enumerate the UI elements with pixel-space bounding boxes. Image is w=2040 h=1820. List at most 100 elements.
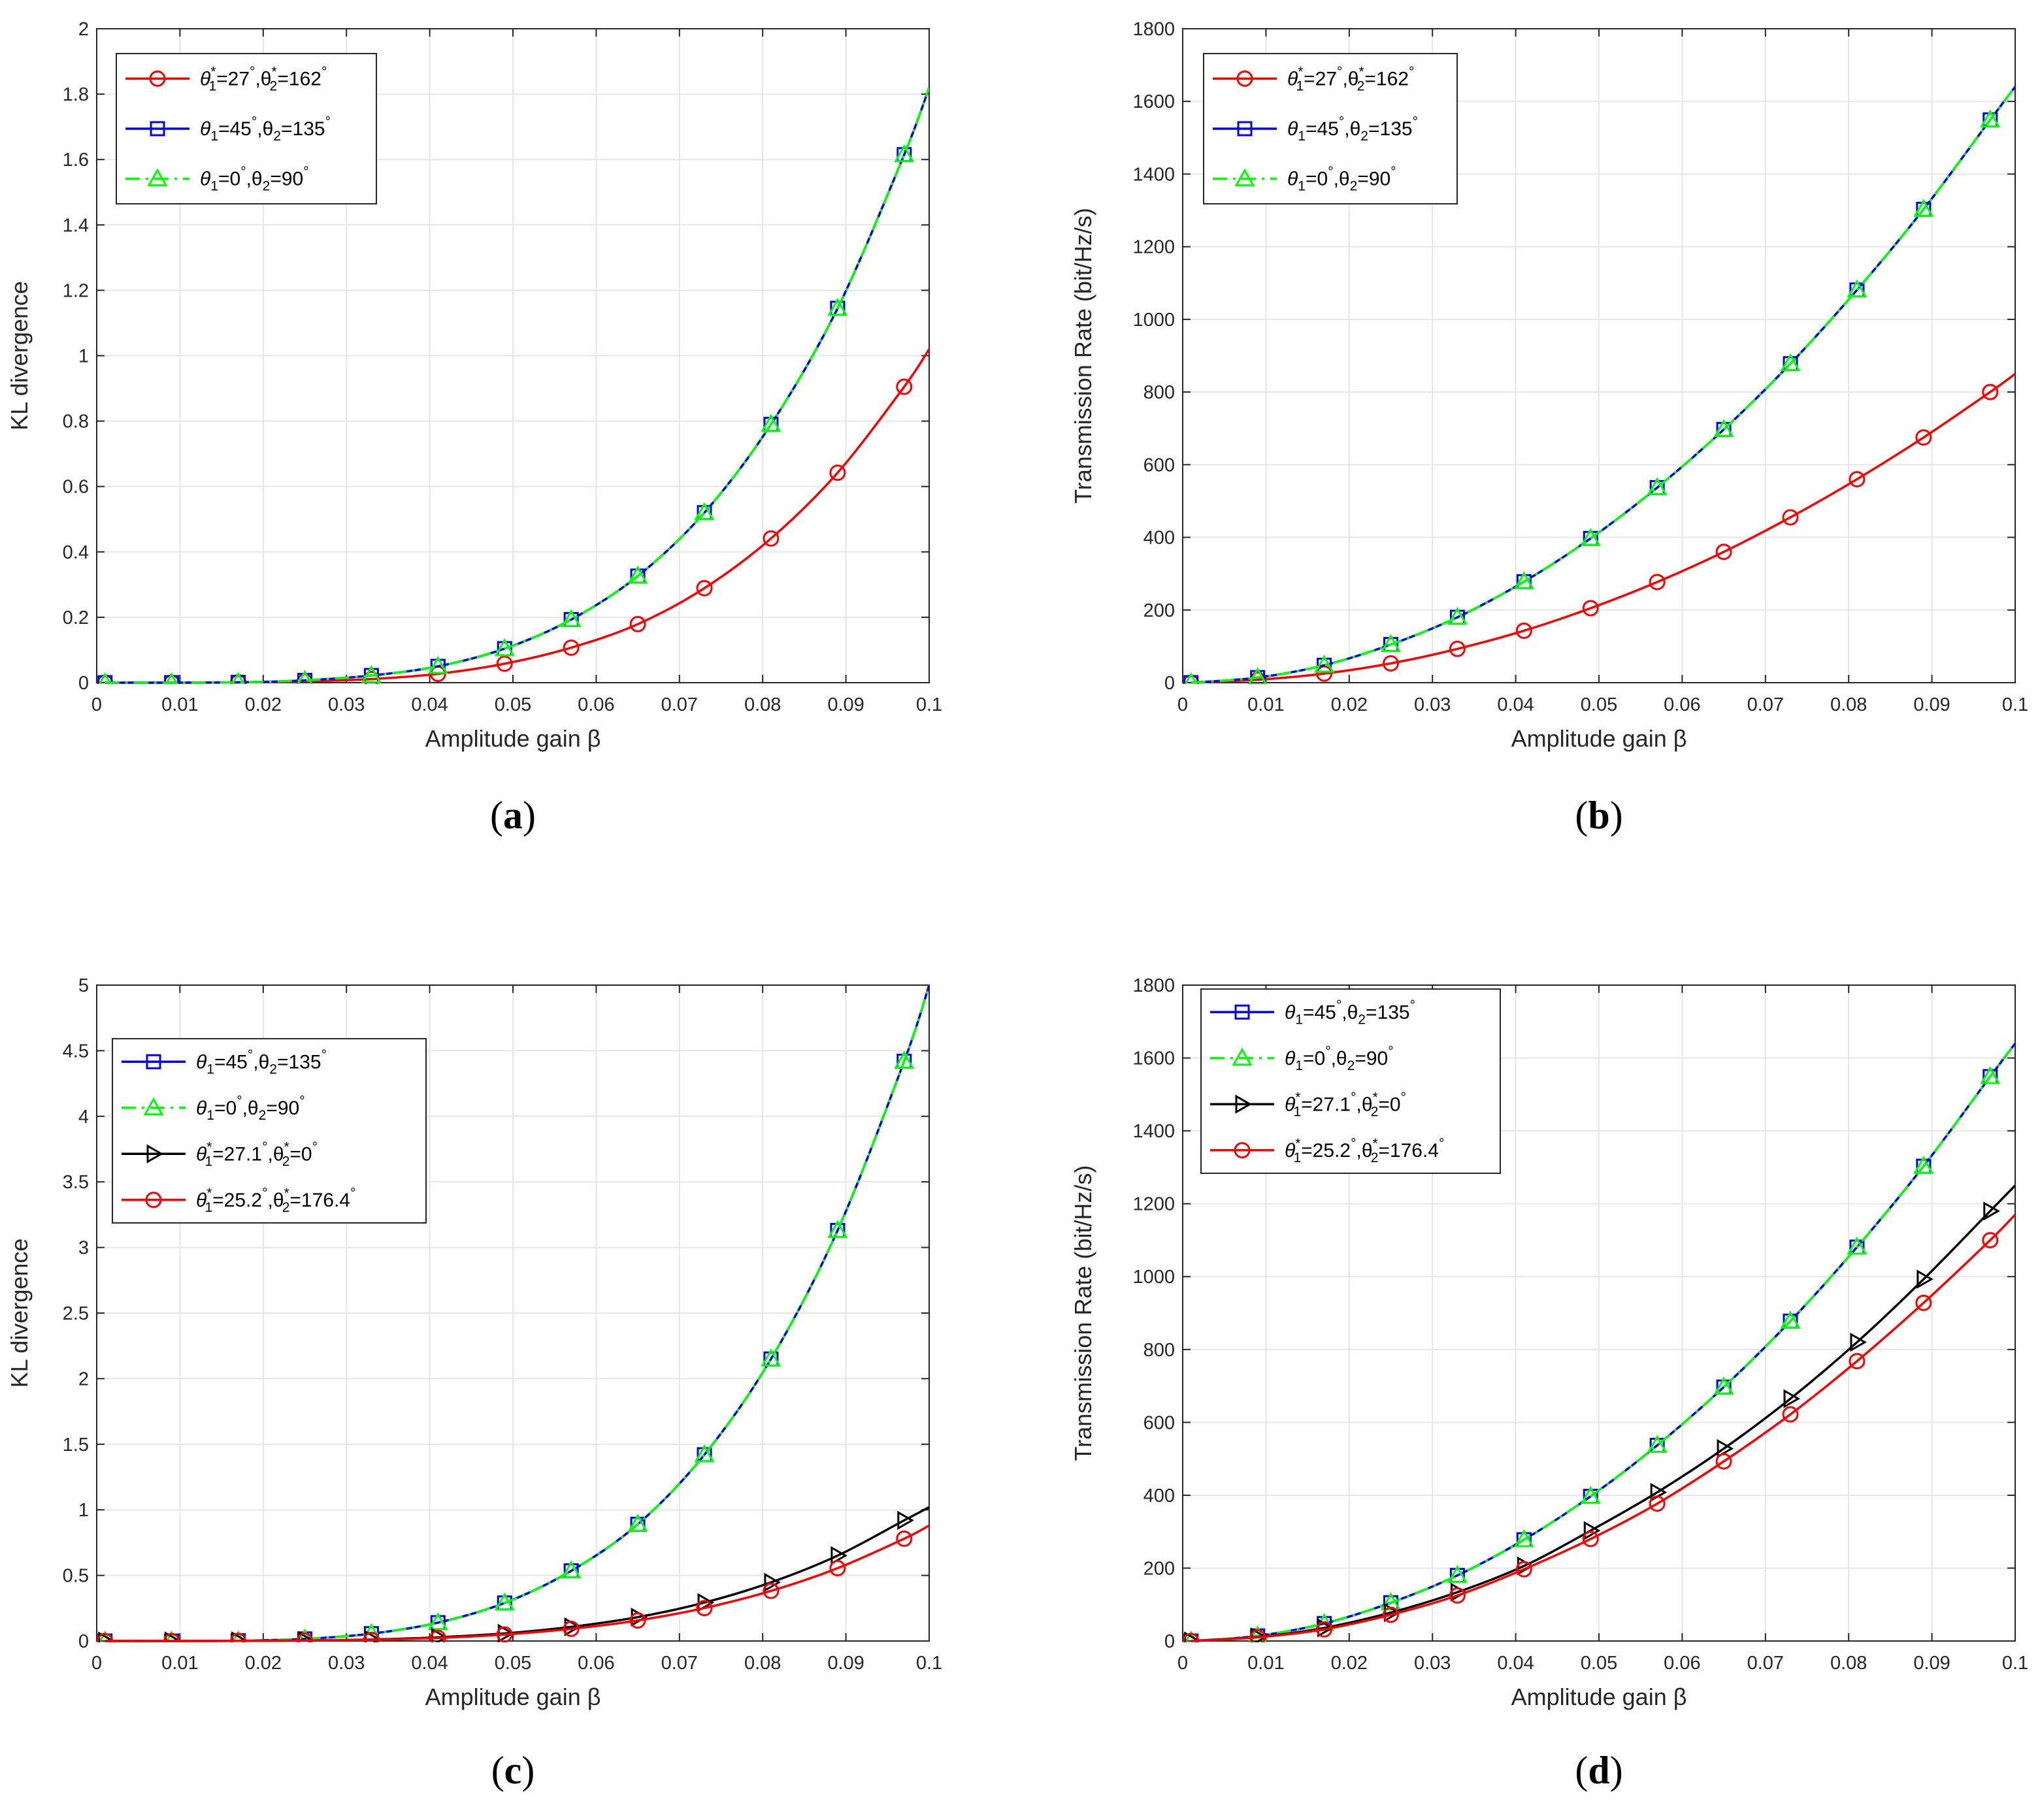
legend-label-part: 2 (269, 1062, 277, 1077)
degree-symbol: ° (1390, 165, 1396, 180)
legend-label: θ* 1=25.2°,θ* 2=176.4° (1285, 1136, 1444, 1165)
y-tick-label: 1000 (1132, 310, 1175, 331)
data-point (764, 1572, 781, 1592)
y-tick-label: 1.5 (63, 1435, 89, 1455)
x-tick-label: 0.09 (1913, 1653, 1950, 1674)
series-2 (1184, 86, 2015, 684)
y-tick-label: 5 (78, 975, 89, 996)
panel-label: (a) (490, 794, 536, 837)
degree-symbol: ° (1410, 998, 1415, 1013)
data-point (1915, 429, 1932, 446)
x-tick-label: 0.03 (1414, 694, 1451, 715)
legend-label-part: ,θ (1334, 169, 1350, 190)
data-point (1248, 667, 1268, 684)
legend-label-part: ,θ (246, 169, 263, 190)
data-point (629, 1612, 646, 1629)
legend-label-part: ,θ (255, 68, 271, 89)
legend-entry: θ1=0°,θ2=90° (122, 1094, 305, 1123)
x-tick-label: 0.02 (1331, 1653, 1368, 1674)
legend-label-part: θ (1285, 1048, 1296, 1069)
degree-symbol: ° (299, 1094, 304, 1109)
legend-marker (150, 121, 165, 137)
legend-label-part: ,θ (1344, 118, 1360, 140)
legend-label-part: =135 (1366, 1001, 1410, 1023)
y-axis-label: Transmission Rate (bit/Hz/s) (1070, 208, 1096, 504)
legend-label: θ* 1=27.1°,θ* 2=0° (196, 1139, 318, 1169)
legend-label: θ1=45°,θ2=135° (200, 114, 331, 144)
data-point (1380, 1592, 1402, 1610)
legend-label-part: * (284, 1186, 289, 1201)
x-tick-label: 0 (1177, 1653, 1188, 1674)
legend-label-part: 1 (1295, 1012, 1303, 1027)
legend-label: θ1=45°,θ2=135° (1285, 998, 1415, 1027)
data-point (1713, 419, 1734, 437)
x-tick-label: 0.03 (1414, 1653, 1451, 1674)
series-line (105, 1524, 929, 1642)
data-point (1513, 571, 1534, 589)
data-point (1583, 1521, 1601, 1540)
data-point (1649, 1495, 1666, 1512)
data-point (1850, 1333, 1867, 1352)
degree-symbol: ° (1388, 1044, 1393, 1059)
legend-label-part: θ (196, 1143, 207, 1165)
legend-label-part: =27 (1304, 68, 1337, 89)
data-point (829, 1560, 846, 1577)
data-point (761, 414, 781, 432)
chart-panel-d: 0 0.01 0.02 0.03 0.04 0.05 0.06 0.07 0.08 0.09 0.1… (1070, 975, 2028, 1792)
y-tick-label: 1.8 (63, 84, 89, 105)
series-line (1191, 372, 2015, 684)
legend-label-part: * (1295, 1090, 1300, 1105)
series-line (1191, 86, 2015, 684)
legend-label-part: 2 (1357, 78, 1365, 93)
legend-entry: θ* 1=27.1°,θ* 2=0° (1210, 1090, 1406, 1119)
legend-label-part: * (1373, 1090, 1378, 1105)
legend-label-part: * (1358, 64, 1364, 79)
x-axis-label: Amplitude gain β (425, 1683, 601, 1710)
legend-label-part: 2 (1350, 179, 1358, 194)
x-tick-label: 0.08 (1830, 1653, 1867, 1674)
legend-label-part: ,θ (1341, 1001, 1358, 1023)
data-point (1183, 1633, 1200, 1642)
data-point (694, 1444, 715, 1463)
data-point (1980, 109, 2001, 128)
series-line (1191, 1184, 2015, 1642)
legend-label-part: 2 (259, 1108, 267, 1123)
data-point (827, 1220, 848, 1238)
legend-label-part: * (1298, 64, 1303, 79)
y-tick-label: 2 (78, 1369, 89, 1389)
y-tick-label: 0 (78, 673, 89, 694)
data-point (1913, 1156, 1934, 1174)
series-3 (97, 1524, 929, 1642)
data-point (1913, 199, 1934, 217)
legend-label-part: ,θ (253, 1051, 269, 1073)
x-tick-label: 0.04 (411, 1653, 448, 1674)
y-tick-label: 0.5 (63, 1566, 89, 1587)
data-point (1780, 1310, 1801, 1329)
legend-label: θ* 1=27°,θ* 2=162° (1287, 64, 1414, 93)
degree-symbol: ° (250, 64, 255, 79)
data-point (1447, 1565, 1468, 1584)
x-tick-label: 0.06 (1664, 1653, 1700, 1674)
legend-label-part: θ (196, 1051, 207, 1073)
series-line (105, 87, 929, 684)
x-tick-label: 0.05 (495, 1653, 531, 1674)
y-axis-label: KL divergence (6, 1239, 33, 1388)
legend-label-part: θ (200, 68, 211, 89)
x-tick-label: 0.05 (495, 694, 531, 715)
data-point (563, 639, 580, 656)
x-tick-label: 0.01 (161, 694, 198, 715)
y-tick-label: 3 (78, 1238, 89, 1259)
legend-box (112, 1038, 427, 1224)
panel-label-open: ( (490, 794, 503, 837)
legend-label-part: =0 (289, 1143, 312, 1165)
legend-label-part: 1 (206, 1108, 214, 1123)
legend-label-part: =176.4 (1378, 1140, 1439, 1162)
series-2 (98, 87, 929, 684)
data-point (1513, 1529, 1534, 1548)
data-point (1715, 544, 1732, 561)
legend-label-part: θ (1285, 1140, 1296, 1162)
data-point (897, 1510, 914, 1530)
x-tick-label: 0.04 (1497, 1653, 1534, 1674)
legend-label-part: 1 (1293, 1150, 1301, 1165)
y-axis-label: KL divergence (6, 281, 33, 431)
